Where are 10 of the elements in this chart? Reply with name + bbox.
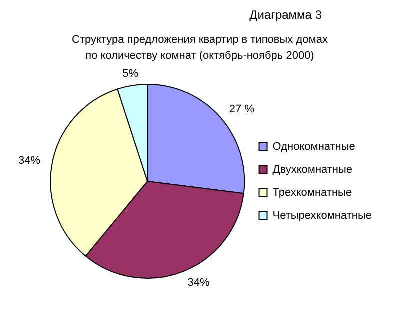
chart-subtitle: Диаграмма 3 xyxy=(248,8,323,22)
data-label: 34% xyxy=(188,276,210,289)
chart-title: Структура предложения квартир в типовых домах по количеству комнат (октябрь-ноябрь 2000) xyxy=(71,33,329,64)
data-label: 34% xyxy=(18,155,41,168)
legend-label: Двухкомнатные xyxy=(272,164,353,176)
data-label: 27 % xyxy=(229,103,255,116)
data-label: 5% xyxy=(122,68,139,80)
legend-label: Трехкомнатные xyxy=(272,187,352,200)
legend-label: Четырехкомнатные xyxy=(272,210,372,222)
legend-label: Однокомнатные xyxy=(272,141,356,154)
